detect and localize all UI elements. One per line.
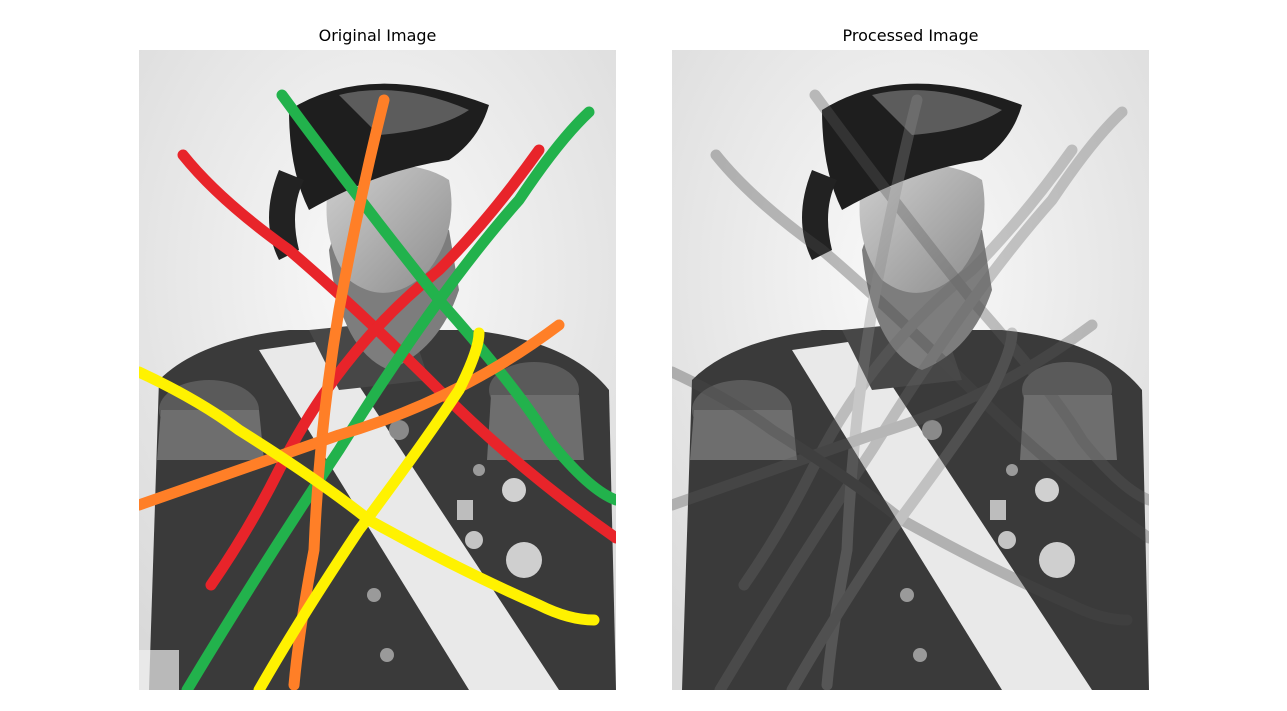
sash bbox=[259, 340, 559, 690]
hair bbox=[802, 170, 837, 260]
orange-stroke-2 bbox=[139, 319, 565, 511]
hat-plume bbox=[872, 90, 1002, 135]
medal-1 bbox=[998, 531, 1016, 549]
face bbox=[859, 164, 985, 293]
stroke-overlays bbox=[139, 89, 616, 690]
original-image bbox=[139, 50, 616, 690]
button-2 bbox=[380, 648, 394, 662]
processed-portrait-graphic bbox=[672, 50, 1149, 690]
medal-1 bbox=[465, 531, 483, 549]
original-image-title: Original Image bbox=[318, 26, 437, 45]
medal-ribbon bbox=[457, 500, 473, 520]
red-stroke-2 bbox=[205, 144, 545, 591]
processed-image-title: Processed Image bbox=[842, 26, 979, 45]
processed-image bbox=[672, 50, 1149, 690]
button-1 bbox=[367, 588, 381, 602]
button-3 bbox=[473, 464, 485, 476]
medal-ribbon bbox=[990, 500, 1006, 520]
button-1 bbox=[900, 588, 914, 602]
inpainting-artifacts bbox=[672, 89, 1149, 690]
medal-star-2 bbox=[1039, 542, 1075, 578]
button-3 bbox=[1006, 464, 1018, 476]
original-portrait-graphic bbox=[139, 50, 616, 690]
hat-plume bbox=[339, 90, 469, 135]
sash bbox=[792, 340, 1092, 690]
green-stroke-2 bbox=[181, 106, 595, 690]
medal-star-1 bbox=[1035, 478, 1059, 502]
right-epaulette-fringe bbox=[1020, 395, 1117, 460]
medal-cross bbox=[922, 420, 942, 440]
red-stroke-1 bbox=[177, 149, 616, 544]
yellow-stroke-2 bbox=[253, 327, 485, 690]
button-2 bbox=[913, 648, 927, 662]
medal-star-1 bbox=[502, 478, 526, 502]
medal-cross bbox=[389, 420, 409, 440]
left-epaulette-fringe bbox=[690, 410, 797, 460]
medal-star-2 bbox=[506, 542, 542, 578]
